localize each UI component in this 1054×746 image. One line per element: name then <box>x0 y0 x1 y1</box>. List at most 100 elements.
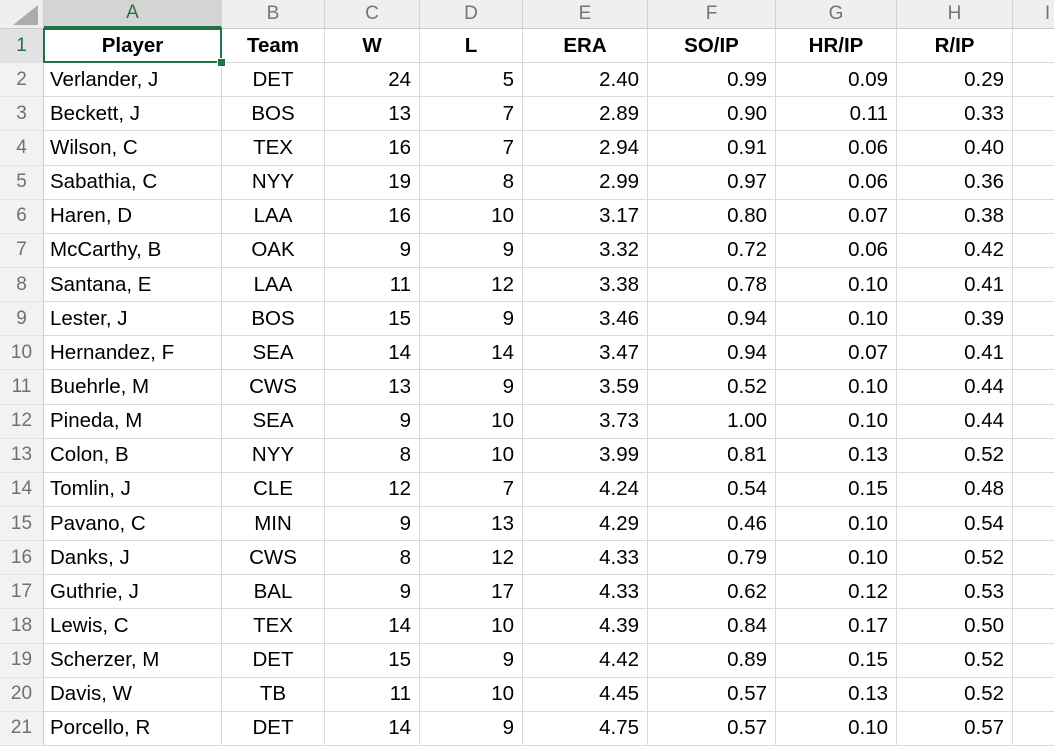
cell-C9[interactable]: 15 <box>325 302 420 337</box>
cell-H3[interactable]: 0.33 <box>897 97 1013 132</box>
cell-D11[interactable]: 9 <box>420 370 523 405</box>
cell-G10[interactable]: 0.07 <box>776 336 897 371</box>
cell-C12[interactable]: 9 <box>325 404 420 439</box>
cell-B1[interactable]: Team <box>222 29 325 64</box>
cell-C17[interactable]: 9 <box>325 575 420 610</box>
row-header-6[interactable]: 6 <box>0 199 44 234</box>
cell-I11[interactable] <box>1013 370 1054 405</box>
cell-D6[interactable]: 10 <box>420 199 523 234</box>
column-header-F[interactable]: F <box>648 0 776 29</box>
cell-D17[interactable]: 17 <box>420 575 523 610</box>
cell-C13[interactable]: 8 <box>325 438 420 473</box>
cell-I1[interactable] <box>1013 29 1054 64</box>
cell-E17[interactable]: 4.33 <box>523 575 648 610</box>
cell-H8[interactable]: 0.41 <box>897 267 1013 303</box>
cell-B14[interactable]: CLE <box>222 472 325 507</box>
row-header-8[interactable]: 8 <box>0 267 44 303</box>
row-header-12[interactable]: 12 <box>0 404 44 439</box>
cell-F18[interactable]: 0.84 <box>648 609 776 644</box>
cell-E20[interactable]: 4.45 <box>523 677 648 712</box>
cell-E14[interactable]: 4.24 <box>523 472 648 507</box>
row-header-14[interactable]: 14 <box>0 472 44 507</box>
cell-I8[interactable] <box>1013 267 1054 303</box>
cell-E3[interactable]: 2.89 <box>523 97 648 132</box>
cell-C4[interactable]: 16 <box>325 131 420 166</box>
cell-E10[interactable]: 3.47 <box>523 336 648 371</box>
row-header-3[interactable]: 3 <box>0 97 44 132</box>
cell-F5[interactable]: 0.97 <box>648 165 776 200</box>
cell-B20[interactable]: TB <box>222 677 325 712</box>
cell-E5[interactable]: 2.99 <box>523 165 648 200</box>
cell-I5[interactable] <box>1013 165 1054 200</box>
cell-G7[interactable]: 0.06 <box>776 233 897 268</box>
cell-B4[interactable]: TEX <box>222 131 325 166</box>
cell-B16[interactable]: CWS <box>222 541 325 576</box>
row-header-11[interactable]: 11 <box>0 370 44 405</box>
cell-F14[interactable]: 0.54 <box>648 472 776 507</box>
cell-B12[interactable]: SEA <box>222 404 325 439</box>
cell-H13[interactable]: 0.52 <box>897 438 1013 473</box>
cell-A16[interactable]: Danks, J <box>44 541 222 576</box>
cell-H2[interactable]: 0.29 <box>897 63 1013 98</box>
cell-C15[interactable]: 9 <box>325 506 420 542</box>
cell-G9[interactable]: 0.10 <box>776 302 897 337</box>
cell-B3[interactable]: BOS <box>222 97 325 132</box>
cell-C21[interactable]: 14 <box>325 711 420 746</box>
cell-E16[interactable]: 4.33 <box>523 541 648 576</box>
cell-I18[interactable] <box>1013 609 1054 644</box>
cell-D16[interactable]: 12 <box>420 541 523 576</box>
row-header-16[interactable]: 16 <box>0 541 44 576</box>
cell-E6[interactable]: 3.17 <box>523 199 648 234</box>
cell-G18[interactable]: 0.17 <box>776 609 897 644</box>
cell-C19[interactable]: 15 <box>325 643 420 678</box>
cell-C6[interactable]: 16 <box>325 199 420 234</box>
cell-G3[interactable]: 0.11 <box>776 97 897 132</box>
cell-H12[interactable]: 0.44 <box>897 404 1013 439</box>
cell-B6[interactable]: LAA <box>222 199 325 234</box>
cell-E21[interactable]: 4.75 <box>523 711 648 746</box>
row-header-19[interactable]: 19 <box>0 643 44 678</box>
cell-H5[interactable]: 0.36 <box>897 165 1013 200</box>
cell-B7[interactable]: OAK <box>222 233 325 268</box>
cell-G17[interactable]: 0.12 <box>776 575 897 610</box>
row-header-17[interactable]: 17 <box>0 575 44 610</box>
cell-C1[interactable]: W <box>325 29 420 64</box>
cell-F4[interactable]: 0.91 <box>648 131 776 166</box>
cell-B21[interactable]: DET <box>222 711 325 746</box>
cell-A21[interactable]: Porcello, R <box>44 711 222 746</box>
cell-G4[interactable]: 0.06 <box>776 131 897 166</box>
cell-G14[interactable]: 0.15 <box>776 472 897 507</box>
cell-E13[interactable]: 3.99 <box>523 438 648 473</box>
column-header-C[interactable]: C <box>325 0 420 29</box>
cell-E15[interactable]: 4.29 <box>523 506 648 542</box>
cell-D18[interactable]: 10 <box>420 609 523 644</box>
cell-A4[interactable]: Wilson, C <box>44 131 222 166</box>
cell-A19[interactable]: Scherzer, M <box>44 643 222 678</box>
cell-D1[interactable]: L <box>420 29 523 64</box>
select-all-corner[interactable] <box>0 0 44 29</box>
cell-A9[interactable]: Lester, J <box>44 302 222 337</box>
cell-C3[interactable]: 13 <box>325 97 420 132</box>
cell-D20[interactable]: 10 <box>420 677 523 712</box>
cell-H16[interactable]: 0.52 <box>897 541 1013 576</box>
cell-B8[interactable]: LAA <box>222 267 325 303</box>
cell-C10[interactable]: 14 <box>325 336 420 371</box>
cell-H11[interactable]: 0.44 <box>897 370 1013 405</box>
row-header-9[interactable]: 9 <box>0 302 44 337</box>
column-header-A[interactable]: A <box>44 0 222 29</box>
cell-E9[interactable]: 3.46 <box>523 302 648 337</box>
cell-A7[interactable]: McCarthy, B <box>44 233 222 268</box>
row-header-7[interactable]: 7 <box>0 233 44 268</box>
cell-G12[interactable]: 0.10 <box>776 404 897 439</box>
cell-A18[interactable]: Lewis, C <box>44 609 222 644</box>
cell-D13[interactable]: 10 <box>420 438 523 473</box>
cell-G11[interactable]: 0.10 <box>776 370 897 405</box>
cell-H15[interactable]: 0.54 <box>897 506 1013 542</box>
cell-H9[interactable]: 0.39 <box>897 302 1013 337</box>
row-header-18[interactable]: 18 <box>0 609 44 644</box>
cell-B18[interactable]: TEX <box>222 609 325 644</box>
cell-F12[interactable]: 1.00 <box>648 404 776 439</box>
cell-H21[interactable]: 0.57 <box>897 711 1013 746</box>
cell-F20[interactable]: 0.57 <box>648 677 776 712</box>
cell-D3[interactable]: 7 <box>420 97 523 132</box>
